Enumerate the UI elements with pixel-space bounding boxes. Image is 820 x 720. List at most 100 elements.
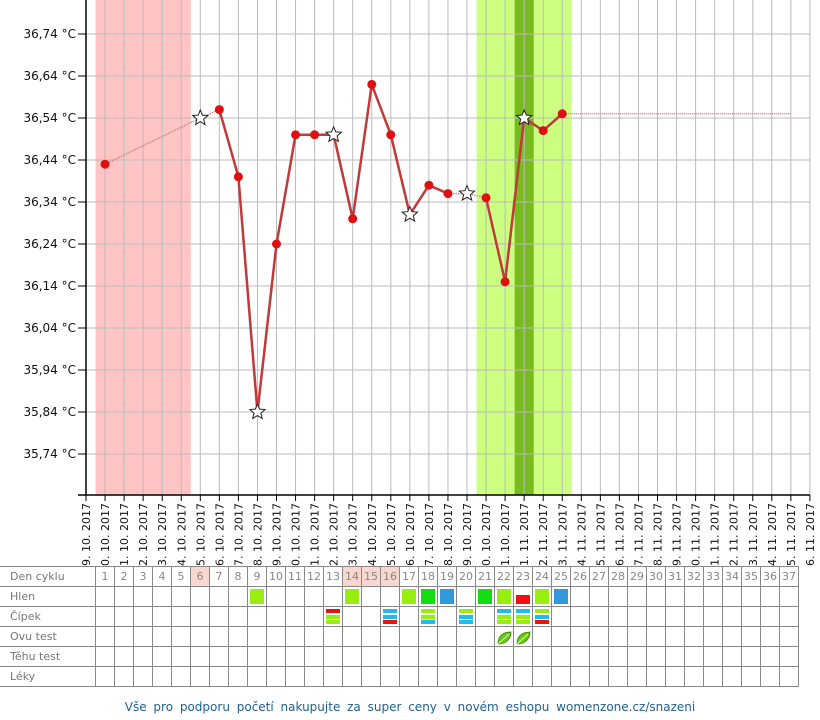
day-cell[interactable] — [228, 586, 248, 607]
day-cell[interactable] — [570, 586, 590, 607]
day-cell[interactable] — [532, 586, 552, 607]
day-cell[interactable] — [361, 646, 381, 667]
day-cell[interactable] — [133, 646, 153, 667]
day-cell[interactable] — [646, 606, 666, 627]
day-cell[interactable] — [456, 666, 476, 687]
day-cell[interactable] — [171, 626, 191, 647]
day-cell[interactable] — [133, 666, 153, 687]
day-cell[interactable]: 22 — [494, 566, 514, 587]
day-cell[interactable] — [760, 606, 780, 627]
day-cell[interactable] — [380, 606, 400, 627]
day-cell[interactable] — [228, 606, 248, 627]
day-cell[interactable] — [665, 606, 685, 627]
day-cell[interactable] — [95, 606, 115, 627]
day-cell[interactable] — [171, 646, 191, 667]
day-cell[interactable] — [665, 626, 685, 647]
day-cell[interactable] — [646, 666, 666, 687]
day-cell[interactable] — [209, 666, 229, 687]
day-cell[interactable] — [285, 586, 305, 607]
day-cell[interactable] — [266, 666, 286, 687]
day-cell[interactable]: 32 — [684, 566, 704, 587]
day-cell[interactable] — [532, 606, 552, 627]
day-cell[interactable] — [190, 606, 210, 627]
day-cell[interactable] — [437, 606, 457, 627]
day-cell[interactable] — [532, 646, 552, 667]
day-cell[interactable] — [627, 646, 647, 667]
day-cell[interactable] — [741, 586, 761, 607]
day-cell[interactable] — [171, 586, 191, 607]
day-cell[interactable] — [304, 606, 324, 627]
day-cell[interactable] — [494, 646, 514, 667]
day-cell[interactable] — [266, 586, 286, 607]
day-cell[interactable]: 26 — [570, 566, 590, 587]
day-cell[interactable] — [646, 646, 666, 667]
day-cell[interactable]: 21 — [475, 566, 495, 587]
day-cell[interactable] — [722, 666, 742, 687]
day-cell[interactable] — [418, 646, 438, 667]
day-cell[interactable] — [665, 586, 685, 607]
day-cell[interactable] — [494, 606, 514, 627]
day-cell[interactable] — [399, 586, 419, 607]
day-cell[interactable] — [209, 606, 229, 627]
day-cell[interactable]: 14 — [342, 566, 362, 587]
day-cell[interactable] — [361, 586, 381, 607]
day-cell[interactable] — [589, 586, 609, 607]
day-cell[interactable] — [114, 646, 134, 667]
day-cell[interactable] — [304, 666, 324, 687]
day-cell[interactable] — [608, 626, 628, 647]
day-cell[interactable]: 8 — [228, 566, 248, 587]
day-cell[interactable] — [551, 646, 571, 667]
day-cell[interactable] — [665, 646, 685, 667]
day-cell[interactable] — [152, 666, 172, 687]
day-cell[interactable] — [418, 606, 438, 627]
day-cell[interactable] — [190, 666, 210, 687]
day-cell[interactable] — [399, 646, 419, 667]
day-cell[interactable]: 34 — [722, 566, 742, 587]
day-cell[interactable] — [114, 666, 134, 687]
day-cell[interactable] — [456, 646, 476, 667]
day-cell[interactable] — [551, 666, 571, 687]
day-cell[interactable] — [399, 666, 419, 687]
day-cell[interactable]: 15 — [361, 566, 381, 587]
day-cell[interactable] — [304, 586, 324, 607]
day-cell[interactable] — [513, 626, 533, 647]
day-cell[interactable] — [95, 626, 115, 647]
day-cell[interactable] — [722, 646, 742, 667]
day-cell[interactable] — [684, 626, 704, 647]
day-cell[interactable] — [494, 666, 514, 687]
day-cell[interactable]: 12 — [304, 566, 324, 587]
day-cell[interactable]: 6 — [190, 566, 210, 587]
day-cell[interactable] — [551, 606, 571, 627]
day-cell[interactable] — [608, 586, 628, 607]
day-cell[interactable] — [703, 606, 723, 627]
day-cell[interactable] — [247, 646, 267, 667]
day-cell[interactable] — [361, 626, 381, 647]
day-cell[interactable] — [722, 626, 742, 647]
day-cell[interactable] — [209, 626, 229, 647]
day-cell[interactable]: 23 — [513, 566, 533, 587]
day-cell[interactable]: 5 — [171, 566, 191, 587]
day-cell[interactable] — [114, 586, 134, 607]
day-cell[interactable] — [285, 606, 305, 627]
day-cell[interactable] — [741, 626, 761, 647]
day-cell[interactable] — [361, 666, 381, 687]
day-cell[interactable]: 25 — [551, 566, 571, 587]
day-cell[interactable] — [190, 626, 210, 647]
day-cell[interactable] — [266, 626, 286, 647]
day-cell[interactable] — [513, 586, 533, 607]
day-cell[interactable] — [380, 666, 400, 687]
day-cell[interactable] — [380, 646, 400, 667]
day-cell[interactable] — [152, 586, 172, 607]
day-cell[interactable] — [494, 626, 514, 647]
day-cell[interactable]: 35 — [741, 566, 761, 587]
day-cell[interactable] — [418, 586, 438, 607]
day-cell[interactable] — [190, 586, 210, 607]
day-cell[interactable] — [304, 626, 324, 647]
day-cell[interactable] — [342, 606, 362, 627]
day-cell[interactable] — [380, 586, 400, 607]
day-cell[interactable] — [722, 586, 742, 607]
day-cell[interactable] — [437, 586, 457, 607]
day-cell[interactable]: 3 — [133, 566, 153, 587]
day-cell[interactable]: 2 — [114, 566, 134, 587]
day-cell[interactable] — [285, 666, 305, 687]
